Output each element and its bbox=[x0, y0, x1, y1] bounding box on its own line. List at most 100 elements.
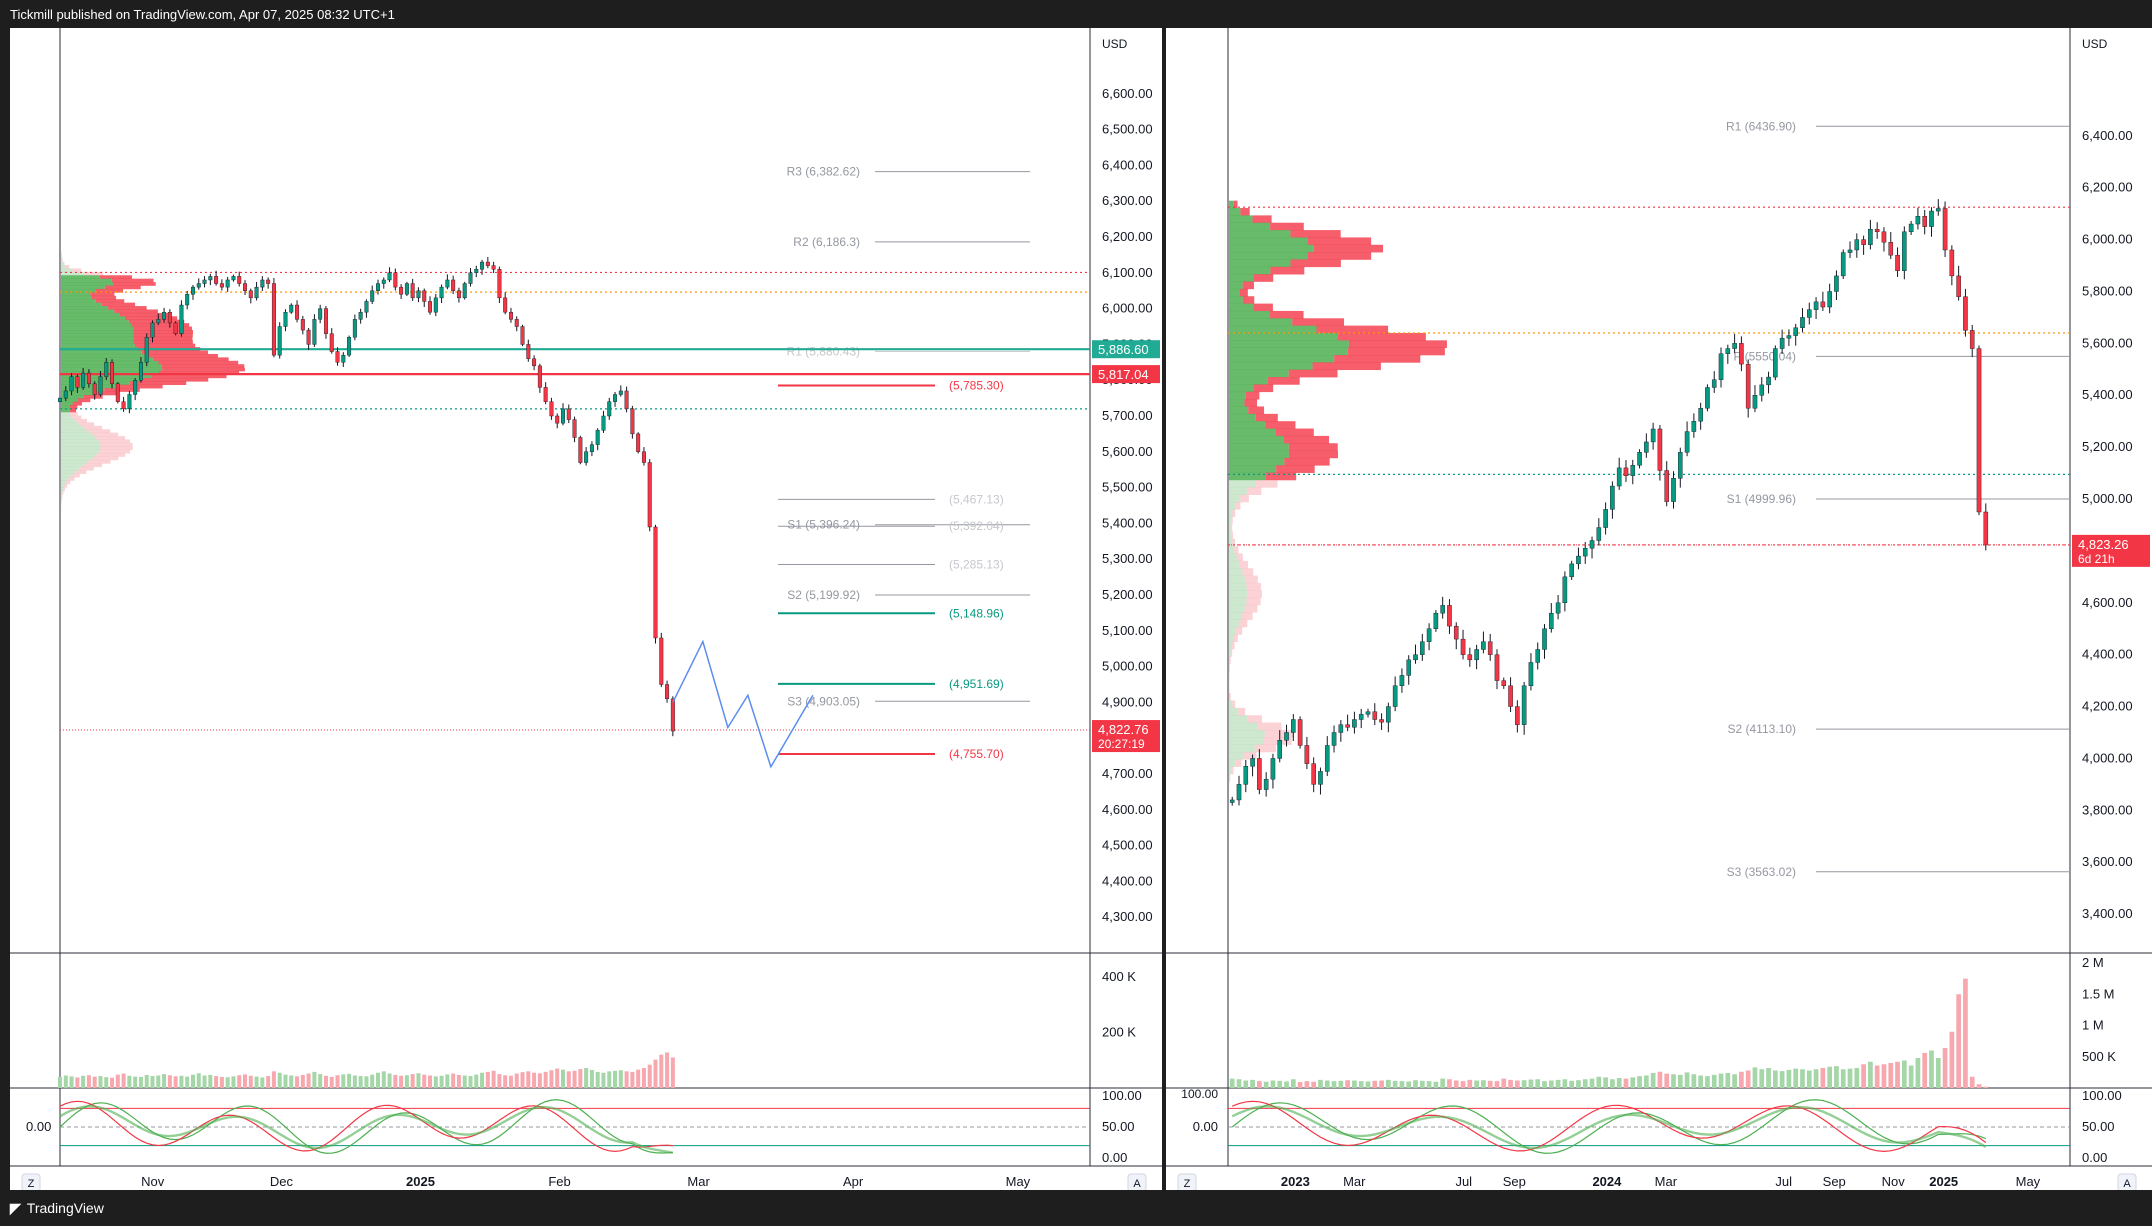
candle-body[interactable] bbox=[601, 415, 606, 431]
candle-body[interactable] bbox=[214, 276, 219, 284]
candle-body[interactable] bbox=[237, 276, 242, 284]
candle-body[interactable] bbox=[1440, 605, 1445, 614]
candle-body[interactable] bbox=[1759, 384, 1765, 396]
candle-body[interactable] bbox=[81, 372, 86, 388]
candle-body[interactable] bbox=[404, 283, 409, 295]
candle-body[interactable] bbox=[1297, 719, 1303, 746]
candle-body[interactable] bbox=[1576, 555, 1581, 565]
candle-body[interactable] bbox=[532, 358, 537, 367]
candle-body[interactable] bbox=[1786, 335, 1792, 339]
candle-body[interactable] bbox=[1644, 441, 1649, 453]
candle-body[interactable] bbox=[462, 283, 467, 299]
candle-body[interactable] bbox=[1365, 711, 1371, 715]
candle-body[interactable] bbox=[115, 383, 120, 402]
candle-body[interactable] bbox=[1983, 511, 1989, 546]
candle-body[interactable] bbox=[364, 301, 369, 313]
candle-body[interactable] bbox=[219, 283, 224, 288]
candle-body[interactable] bbox=[1277, 740, 1283, 759]
candle-body[interactable] bbox=[1453, 625, 1459, 640]
candle-body[interactable] bbox=[1847, 249, 1853, 253]
candle-body[interactable] bbox=[474, 269, 479, 274]
candle-body[interactable] bbox=[1861, 239, 1866, 245]
candle-body[interactable] bbox=[653, 526, 658, 639]
candle-body[interactable] bbox=[613, 394, 618, 402]
candlestick-series[interactable] bbox=[58, 256, 675, 737]
candle-body[interactable] bbox=[1908, 223, 1914, 233]
candle-body[interactable] bbox=[63, 390, 68, 399]
scale-button-a[interactable] bbox=[1127, 1173, 1147, 1190]
candle-body[interactable] bbox=[1705, 387, 1710, 409]
scale-button-a[interactable] bbox=[2117, 1173, 2137, 1190]
candle-body[interactable] bbox=[306, 329, 311, 345]
candle-body[interactable] bbox=[1902, 231, 1907, 271]
candle-body[interactable] bbox=[98, 376, 103, 395]
projection-path[interactable] bbox=[672, 639, 814, 769]
candle-body[interactable] bbox=[1399, 675, 1405, 686]
candle-body[interactable] bbox=[1460, 638, 1466, 655]
candle-body[interactable] bbox=[416, 290, 421, 299]
candle-body[interactable] bbox=[589, 444, 594, 453]
candle-body[interactable] bbox=[566, 408, 571, 420]
scale-button-z[interactable] bbox=[1177, 1173, 1197, 1190]
candle-body[interactable] bbox=[335, 351, 340, 363]
candle-body[interactable] bbox=[1650, 428, 1656, 443]
candle-body[interactable] bbox=[456, 290, 461, 299]
candle-body[interactable] bbox=[1868, 229, 1873, 245]
candle-body[interactable] bbox=[1515, 706, 1520, 725]
candle-body[interactable] bbox=[150, 322, 155, 338]
candle-body[interactable] bbox=[1331, 732, 1337, 746]
candle-body[interactable] bbox=[543, 387, 548, 402]
candle-body[interactable] bbox=[1718, 353, 1724, 380]
candle-body[interactable] bbox=[225, 279, 230, 288]
tradingview-logo[interactable]: ◤ TradingView bbox=[10, 1200, 104, 1217]
candle-body[interactable] bbox=[503, 297, 508, 313]
candle-body[interactable] bbox=[468, 272, 473, 284]
candle-body[interactable] bbox=[323, 308, 328, 334]
candle-body[interactable] bbox=[138, 362, 143, 381]
candle-body[interactable] bbox=[641, 451, 646, 463]
candle-body[interactable] bbox=[497, 269, 502, 299]
candle-body[interactable] bbox=[1806, 309, 1812, 318]
candle-body[interactable] bbox=[1942, 208, 1948, 251]
candle-body[interactable] bbox=[1487, 641, 1493, 655]
candle-body[interactable] bbox=[1739, 343, 1744, 365]
candle-body[interactable] bbox=[1969, 330, 1975, 349]
candle-body[interactable] bbox=[133, 380, 138, 395]
daily-chart-panel[interactable]: USD 4,300.00 4,400.00 4,500.00 4,600.00 4,700… bbox=[10, 28, 1162, 1190]
candle-body[interactable] bbox=[1793, 327, 1798, 336]
candle-body[interactable] bbox=[1881, 231, 1887, 243]
candle-body[interactable] bbox=[1542, 628, 1547, 650]
candle-body[interactable] bbox=[514, 319, 519, 327]
candle-body[interactable] bbox=[1562, 576, 1568, 603]
candle-body[interactable] bbox=[1711, 379, 1717, 388]
candle-body[interactable] bbox=[1318, 771, 1323, 785]
candle-body[interactable] bbox=[624, 390, 629, 410]
candle-body[interactable] bbox=[1922, 216, 1927, 227]
candle-body[interactable] bbox=[1637, 452, 1642, 466]
candle-body[interactable] bbox=[92, 383, 97, 395]
candle-body[interactable] bbox=[1338, 724, 1344, 733]
candle-body[interactable] bbox=[1949, 249, 1955, 277]
candle-body[interactable] bbox=[1270, 758, 1276, 780]
candle-body[interactable] bbox=[1291, 719, 1296, 733]
candle-body[interactable] bbox=[347, 337, 352, 356]
candle-body[interactable] bbox=[1752, 395, 1758, 409]
candle-body[interactable] bbox=[75, 376, 80, 388]
candle-body[interactable] bbox=[196, 283, 201, 288]
candle-body[interactable] bbox=[1698, 408, 1703, 422]
candle-body[interactable] bbox=[1372, 711, 1378, 720]
candle-body[interactable] bbox=[1433, 612, 1439, 629]
candle-body[interactable] bbox=[300, 319, 305, 331]
candle-body[interactable] bbox=[144, 337, 149, 363]
candle-body[interactable] bbox=[248, 290, 253, 299]
weekly-chart-panel[interactable]: USD 3,400.00 3,600.00 3,800.00 4,000.00 4,200… bbox=[1166, 28, 2152, 1190]
candle-body[interactable] bbox=[1854, 239, 1860, 251]
candle-body[interactable] bbox=[393, 272, 398, 288]
candle-body[interactable] bbox=[1596, 527, 1602, 541]
candle-body[interactable] bbox=[69, 376, 74, 392]
candle-body[interactable] bbox=[1976, 348, 1982, 513]
candle-body[interactable] bbox=[584, 451, 589, 463]
candle-body[interactable] bbox=[572, 419, 577, 438]
candle-body[interactable] bbox=[1392, 685, 1398, 707]
candle-body[interactable] bbox=[578, 437, 583, 463]
